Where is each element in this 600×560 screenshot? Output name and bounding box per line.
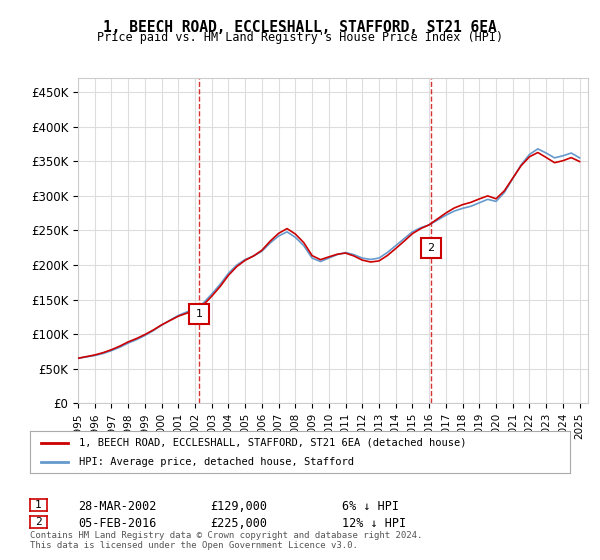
Text: 2: 2: [35, 517, 42, 527]
Text: 2: 2: [427, 242, 434, 253]
Text: Contains HM Land Registry data © Crown copyright and database right 2024.
This d: Contains HM Land Registry data © Crown c…: [30, 530, 422, 550]
Text: HPI: Average price, detached house, Stafford: HPI: Average price, detached house, Staf…: [79, 457, 353, 467]
Text: £225,000: £225,000: [210, 517, 267, 530]
Text: 6% ↓ HPI: 6% ↓ HPI: [342, 500, 399, 514]
Text: 1: 1: [35, 500, 42, 510]
Text: 12% ↓ HPI: 12% ↓ HPI: [342, 517, 406, 530]
Text: 1, BEECH ROAD, ECCLESHALL, STAFFORD, ST21 6EA: 1, BEECH ROAD, ECCLESHALL, STAFFORD, ST2…: [103, 20, 497, 35]
Text: 1: 1: [196, 309, 203, 319]
Text: 28-MAR-2002: 28-MAR-2002: [78, 500, 157, 514]
Text: £129,000: £129,000: [210, 500, 267, 514]
Text: Price paid vs. HM Land Registry's House Price Index (HPI): Price paid vs. HM Land Registry's House …: [97, 31, 503, 44]
Text: 05-FEB-2016: 05-FEB-2016: [78, 517, 157, 530]
Text: 1, BEECH ROAD, ECCLESHALL, STAFFORD, ST21 6EA (detached house): 1, BEECH ROAD, ECCLESHALL, STAFFORD, ST2…: [79, 437, 466, 447]
